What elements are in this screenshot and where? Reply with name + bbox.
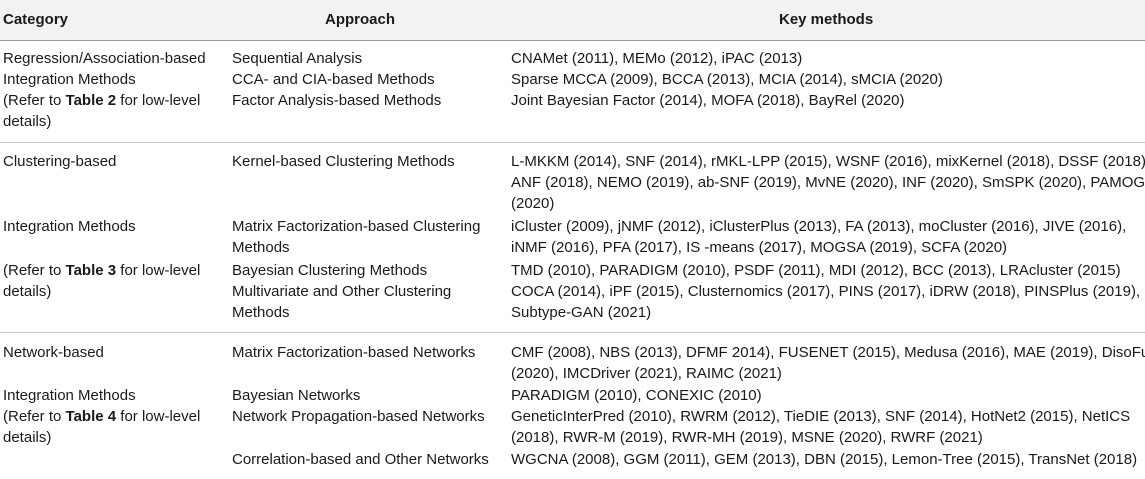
table-reference: (Refer to Table 2 for low-level <box>3 92 201 109</box>
group-2-category-sub: Integration Methods <box>3 218 136 235</box>
methods-cell: PARADIGM (2010), CONEXIC (2010) <box>511 387 762 404</box>
approach-cell: Factor Analysis-based Methods <box>232 92 442 109</box>
header-category: Category <box>3 11 69 28</box>
approach-cell: CCA- and CIA-based Methods <box>232 71 435 88</box>
methods-cell: GeneticInterPred (2010), RWRM (2012), Ti… <box>511 408 1131 446</box>
header-approach: Approach <box>325 11 396 28</box>
table-reference: (Refer to Table 4 for low-level <box>3 408 201 425</box>
group-3-category-title: Network-based <box>3 344 104 361</box>
approach-cell: Correlation-based and Other Networks <box>232 451 489 468</box>
methods-cell: COCA (2014), iPF (2015), Clusternomics (… <box>511 283 1141 321</box>
methods-cell: Sparse MCCA (2009), BCCA (2013), MCIA (2… <box>511 71 943 88</box>
approach-cell: Multivariate and Other Clustering Method… <box>232 283 452 321</box>
methods-cell: CMF (2008), NBS (2013), DFMF 2014), FUSE… <box>511 344 1145 382</box>
group-2-category-ref: (Refer to Table 3 for low-level details) <box>3 262 201 300</box>
methods-cell: Joint Bayesian Factor (2014), MOFA (2018… <box>511 92 905 109</box>
table-reference: (Refer to Table 3 for low-level <box>3 262 201 279</box>
group-3-category-sub: Integration Methods (Refer to Table 4 fo… <box>3 387 201 446</box>
header-key-methods: Key methods <box>779 11 874 28</box>
methods-cell: CNAMet (2011), MEMo (2012), iPAC (2013) <box>511 50 803 67</box>
methods-cell: TMD (2010), PARADIGM (2010), PSDF (2011)… <box>511 262 1121 279</box>
methods-cell: L-MKKM (2014), SNF (2014), rMKL-LPP (201… <box>511 153 1145 212</box>
approach-cell: Bayesian Clustering Methods <box>232 262 428 279</box>
approach-cell: Matrix Factorization-based Networks <box>232 344 476 361</box>
group-separator <box>0 142 1145 143</box>
group-2-category-title: Clustering-based <box>3 153 117 170</box>
methods-cell: iCluster (2009), jNMF (2012), iClusterPl… <box>511 218 1127 256</box>
approach-cell: Network Propagation-based Networks <box>232 408 485 425</box>
approach-cell: Kernel-based Clustering Methods <box>232 153 455 170</box>
group-separator <box>0 332 1145 333</box>
table-header-row: Category Approach Key methods <box>0 0 1145 41</box>
approach-cell: Matrix Factorization-based Clustering Me… <box>232 218 481 256</box>
methods-cell: WGCNA (2008), GGM (2011), GEM (2013), DB… <box>511 451 1138 468</box>
group-1-category: Regression/Association-based Integration… <box>3 50 206 130</box>
approach-cell: Bayesian Networks <box>232 387 361 404</box>
approach-cell: Sequential Analysis <box>232 50 363 67</box>
